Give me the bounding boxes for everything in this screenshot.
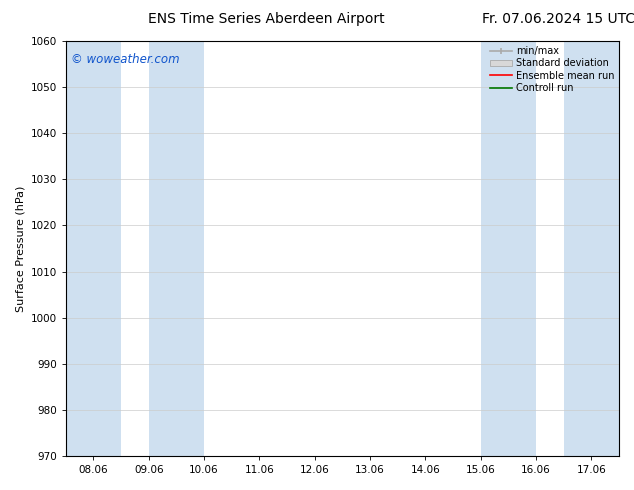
Bar — [481, 41, 536, 456]
Text: Fr. 07.06.2024 15 UTC: Fr. 07.06.2024 15 UTC — [482, 12, 634, 26]
Bar — [564, 41, 619, 456]
Text: ENS Time Series Aberdeen Airport: ENS Time Series Aberdeen Airport — [148, 12, 385, 26]
Bar — [66, 41, 121, 456]
Text: © woweather.com: © woweather.com — [72, 53, 180, 67]
Bar — [149, 41, 204, 456]
Y-axis label: Surface Pressure (hPa): Surface Pressure (hPa) — [15, 185, 25, 312]
Legend: min/max, Standard deviation, Ensemble mean run, Controll run: min/max, Standard deviation, Ensemble me… — [488, 44, 616, 95]
